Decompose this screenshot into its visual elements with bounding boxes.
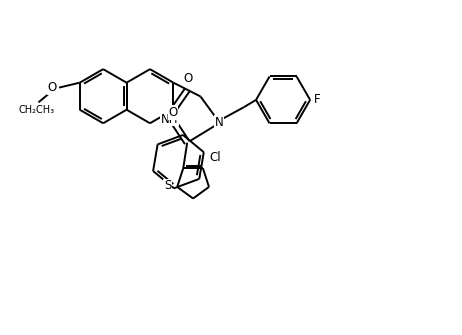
- Text: O: O: [168, 106, 177, 119]
- Text: F: F: [314, 93, 321, 107]
- Text: O: O: [183, 72, 192, 85]
- Text: CH₂CH₃: CH₂CH₃: [18, 105, 55, 115]
- Text: Cl: Cl: [210, 151, 221, 164]
- Text: NH: NH: [161, 113, 178, 126]
- Text: N: N: [215, 116, 224, 129]
- Text: S: S: [164, 180, 171, 192]
- Text: O: O: [48, 81, 57, 94]
